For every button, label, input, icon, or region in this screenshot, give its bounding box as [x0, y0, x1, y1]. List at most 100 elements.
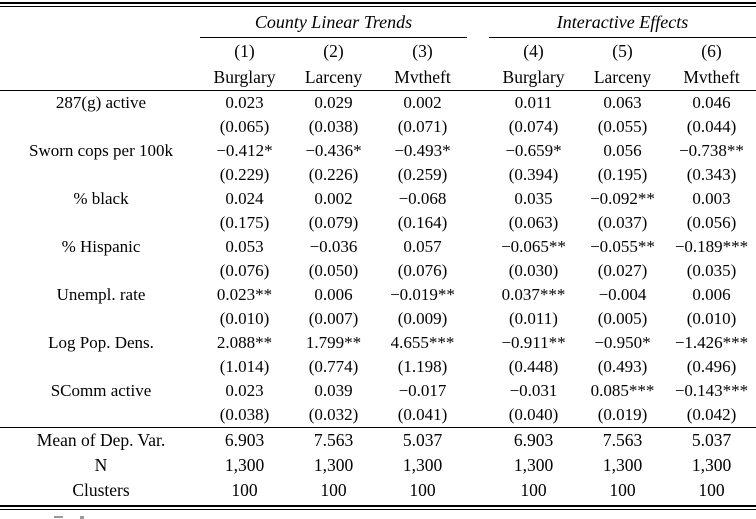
column-name-cell: Burglary	[200, 64, 289, 91]
coefficient-cell: 0.029	[314, 93, 353, 112]
group-gap	[467, 478, 489, 503]
group-header-row: County Linear Trends Interactive Effects	[0, 7, 756, 38]
row-label: SComm active	[50, 381, 152, 400]
coefficient-cell: 0.011	[514, 93, 553, 112]
coefficient-cell: 0.056	[603, 141, 642, 160]
column-name-cell: Larceny	[578, 64, 667, 91]
group-gap	[467, 211, 489, 235]
std-error-row: (0.076) (0.050) (0.076) (0.030) (0.027) (0.03…	[0, 259, 756, 283]
coefficient-cell: 0.085***	[590, 381, 655, 400]
row-label: % Hispanic	[61, 237, 141, 256]
coefficient-cell: 0.003	[692, 189, 731, 208]
coefficient-row: Sworn cops per 100k −0.412* −0.436* −0.493*…	[0, 139, 756, 163]
row-label-spacer	[0, 211, 200, 235]
std-error-cell: (0.040)	[508, 405, 559, 424]
std-error-cell: (1.014)	[219, 357, 270, 376]
std-error-cell: (0.343)	[686, 165, 737, 184]
std-error-cell: (0.071)	[397, 117, 448, 136]
group-gap	[467, 379, 489, 403]
coefficient-cell: −0.911**	[501, 333, 566, 352]
column-number-cell: (2)	[323, 40, 344, 61]
std-error-cell: (0.011)	[509, 309, 558, 328]
group-gap	[467, 355, 489, 379]
std-error-cell: (0.448)	[508, 357, 559, 376]
label-column-spacer	[0, 64, 200, 91]
group-gap	[467, 187, 489, 211]
summary-value-cell: 6.903	[200, 427, 289, 453]
coefficient-cell: 1.799**	[305, 333, 362, 352]
summary-value-cell: 100	[520, 480, 547, 500]
row-label-spacer	[0, 307, 200, 331]
coefficient-cell: −0.055**	[590, 237, 655, 256]
std-error-cell: (0.050)	[308, 261, 359, 280]
std-error-cell: (0.041)	[397, 405, 448, 424]
column-number-row: (1) (2) (3) (4) (5) (6)	[0, 38, 756, 65]
coefficient-cell: −0.004	[598, 285, 647, 304]
coefficient-cell: −0.738**	[679, 141, 744, 160]
std-error-cell: (1.198)	[397, 357, 448, 376]
summary-value-cell: 1,300	[513, 455, 554, 475]
std-error-cell: (0.042)	[686, 405, 737, 424]
summary-value-cell: 100	[231, 480, 258, 500]
std-error-cell: (0.009)	[397, 309, 448, 328]
group-gap	[467, 38, 489, 65]
coefficient-cell: 0.006	[314, 285, 353, 304]
group-header-interactive-effects: Interactive Effects	[489, 7, 756, 38]
bottom-double-rule	[0, 505, 756, 510]
coefficient-cell: −0.017	[398, 381, 447, 400]
std-error-cell: (0.056)	[686, 213, 737, 232]
summary-row-label: N	[94, 455, 108, 475]
coefficient-cell: −0.189***	[674, 237, 749, 256]
group-gap	[467, 403, 489, 428]
column-name-cell: Mvtheft	[667, 64, 756, 91]
group-gap	[467, 427, 489, 453]
row-label: % black	[73, 189, 129, 208]
std-error-row: (0.038) (0.032) (0.041) (0.040) (0.019) (0.04…	[0, 403, 756, 428]
coefficient-cell: 2.088**	[216, 333, 273, 352]
clipped-footnote-fragment	[54, 516, 94, 519]
group-gap	[467, 307, 489, 331]
std-error-cell: (0.063)	[508, 213, 559, 232]
column-number-cell: (3)	[412, 40, 433, 61]
coefficient-row: Unempl. rate 0.023** 0.006 −0.019** 0.037***…	[0, 283, 756, 307]
std-error-cell: (0.496)	[686, 357, 737, 376]
coefficient-cell: 0.037***	[501, 285, 566, 304]
row-label: Unempl. rate	[56, 285, 146, 304]
std-error-cell: (0.005)	[597, 309, 648, 328]
std-error-cell: (0.175)	[219, 213, 270, 232]
column-name-cell: Burglary	[489, 64, 578, 91]
std-error-cell: (0.010)	[686, 309, 737, 328]
column-number-cell: (1)	[234, 40, 255, 61]
row-label-spacer	[0, 163, 200, 187]
coefficient-cell: 0.023	[225, 381, 264, 400]
summary-value-cell: 7.563	[289, 427, 378, 453]
summary-value-cell: 7.563	[578, 427, 667, 453]
std-error-cell: (0.038)	[219, 405, 270, 424]
std-error-row: (0.229) (0.226) (0.259) (0.394) (0.195) (0.34…	[0, 163, 756, 187]
std-error-cell: (0.259)	[397, 165, 448, 184]
std-error-cell: (0.019)	[597, 405, 648, 424]
coefficient-cell: 0.057	[403, 237, 442, 256]
std-error-cell: (0.065)	[219, 117, 270, 136]
coefficient-cell: 0.039	[314, 381, 353, 400]
group-header-county-linear-trends: County Linear Trends	[200, 7, 467, 38]
coefficient-cell: −0.065**	[501, 237, 566, 256]
coefficient-cell: −0.950*	[594, 333, 651, 352]
std-error-cell: (0.226)	[308, 165, 359, 184]
row-label-spacer	[0, 403, 200, 428]
coefficient-cell: −0.019**	[390, 285, 455, 304]
column-number-cell: (4)	[523, 40, 544, 61]
std-error-cell: (0.030)	[508, 261, 559, 280]
coefficient-row: SComm active 0.023 0.039 −0.017 −0.031 0.085*…	[0, 379, 756, 403]
std-error-cell: (0.010)	[219, 309, 270, 328]
column-number-cell: (6)	[701, 40, 722, 61]
clipped-glyph-mark	[54, 516, 63, 518]
std-error-cell: (0.055)	[597, 117, 648, 136]
std-error-cell: (0.229)	[219, 165, 270, 184]
std-error-row: (1.014) (0.774) (1.198) (0.448) (0.493) (0.49…	[0, 355, 756, 379]
group-gap	[467, 7, 489, 38]
summary-value-cell: 1,300	[691, 455, 732, 475]
row-label-spacer	[0, 259, 200, 283]
coefficient-cell: −0.493*	[394, 141, 451, 160]
summary-row: Clusters 100 100 100 100 100 100	[0, 478, 756, 503]
